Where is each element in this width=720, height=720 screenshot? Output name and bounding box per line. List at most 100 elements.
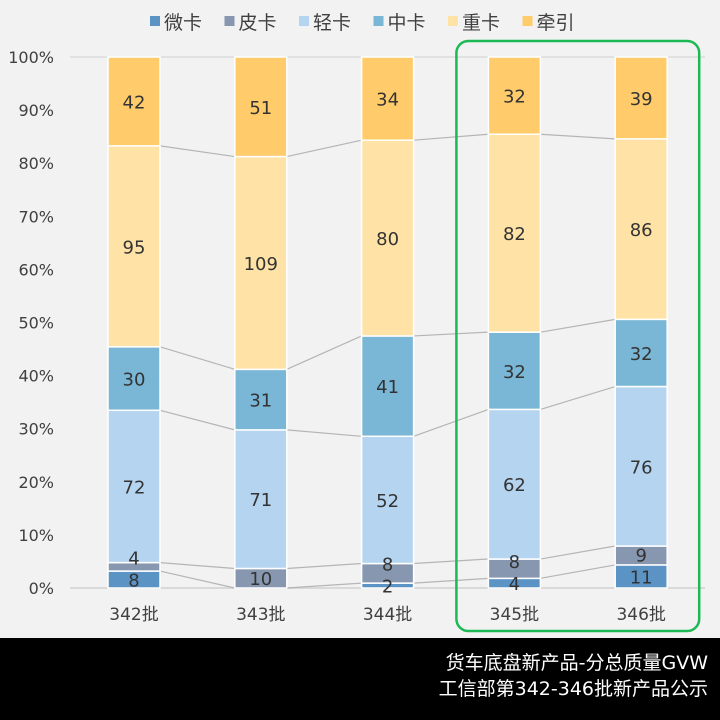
data-label: 31 [249,391,272,412]
bar-segment-重卡-342批 [107,145,161,348]
bar-segment-轻卡-343批 [234,429,288,570]
series-line-重卡 [413,133,489,141]
legend-swatch-中卡 [373,16,384,26]
legend-label: 微卡 [164,12,202,34]
stacked-bar-chart: 0%10%20%30%40%50%60%70%80%90%100%8472309… [8,12,705,633]
bar-segment-重卡-346批 [614,138,668,321]
data-label: 76 [630,457,653,478]
data-label: 2 [382,577,393,598]
bar-segment-重卡-343批 [234,155,288,371]
series-line-微卡 [413,577,489,584]
bar-segment-轻卡-342批 [107,409,161,564]
data-label: 8 [509,552,520,573]
legend-swatch-微卡 [150,16,160,26]
legend-label: 牵引 [537,12,575,34]
y-tick-label: 0% [29,579,54,598]
y-tick-label: 100% [8,48,54,67]
bar-segment-牵引-344批 [360,56,415,141]
y-tick-label: 30% [18,420,54,439]
bar-segment-轻卡-344批 [360,435,415,565]
bar-segment-重卡-344批 [360,139,415,337]
y-tick-label: 40% [18,367,54,386]
data-label: 82 [503,224,526,245]
series-line-重卡 [286,139,362,158]
legend-swatch-皮卡 [224,16,235,26]
bar-segment-轻卡-345批 [487,408,542,560]
bar-segment-中卡-343批 [234,368,288,431]
bar-segment-轻卡-346批 [614,385,668,547]
x-tick-label: 342批 [109,605,158,625]
y-tick-label: 20% [18,473,54,492]
bar-segment-中卡-346批 [614,318,668,388]
y-tick-label: 90% [18,101,54,120]
series-line-中卡 [540,318,616,333]
footer: 货车底盘新产品-分总质量GVW 工信部第342-346批新产品公示 [0,638,720,720]
data-label: 62 [503,475,526,496]
data-label: 95 [123,237,146,258]
data-label: 52 [376,491,399,512]
data-label: 10 [249,569,272,590]
footer-subtitle: 工信部第342-346批新产品公示 [438,678,708,700]
legend-label: 重卡 [462,12,500,34]
x-tick-label: 343批 [236,605,285,625]
data-label: 11 [630,567,653,588]
series-line-中卡 [159,346,235,370]
data-label: 4 [128,549,139,570]
series-line-皮卡 [413,558,489,565]
bar-segment-重卡-345批 [487,133,542,333]
bar-segment-牵引-342批 [107,56,161,147]
series-line-皮卡 [286,562,362,570]
bar-segment-牵引-346批 [614,56,668,140]
series-line-中卡 [286,335,362,370]
y-tick-label: 60% [18,260,54,279]
data-label: 109 [244,254,278,275]
bar-segment-中卡-342批 [107,346,161,412]
x-tick-label: 345批 [490,605,539,625]
series-line-轻卡 [540,385,616,410]
data-label: 39 [630,89,653,110]
series-line-微卡 [159,570,235,589]
bar-segment-中卡-345批 [487,331,542,411]
data-label: 51 [249,98,272,119]
x-tick-label: 346批 [616,605,665,625]
data-label: 8 [128,571,139,592]
series-line-轻卡 [286,429,362,437]
series-line-重卡 [159,145,235,158]
bar-segment-牵引-343批 [234,56,288,158]
y-tick-label: 70% [18,207,54,226]
data-label: 32 [503,362,526,383]
data-label: 34 [376,90,399,111]
series-line-皮卡 [159,562,235,570]
data-label: 8 [382,555,393,576]
series-line-皮卡 [540,545,616,560]
data-label: 4 [509,574,520,595]
series-line-重卡 [540,133,616,140]
legend-label: 轻卡 [313,12,351,34]
series-line-微卡 [540,564,616,579]
series-line-中卡 [413,331,489,337]
legend-swatch-轻卡 [299,16,309,26]
data-label: 71 [249,490,272,511]
series-line-微卡 [286,582,362,589]
footer-title: 货车底盘新产品-分总质量GVW [445,652,708,674]
legend-swatch-重卡 [448,16,458,26]
legend-label: 中卡 [388,12,426,34]
y-tick-label: 10% [18,526,54,545]
data-label: 32 [503,87,526,108]
legend-label: 皮卡 [239,12,277,34]
series-line-轻卡 [413,408,489,437]
y-tick-label: 50% [18,314,54,333]
series-line-轻卡 [159,409,235,431]
data-label: 42 [123,92,146,113]
data-label: 80 [376,229,399,250]
bar-segment-牵引-345批 [487,56,542,135]
data-label: 32 [630,344,653,365]
legend-swatch-牵引 [522,16,533,26]
y-tick-label: 80% [18,154,54,173]
data-label: 9 [635,545,646,566]
data-label: 41 [376,377,399,398]
data-label: 30 [123,370,146,391]
data-label: 72 [123,477,146,498]
data-label: 86 [630,220,653,241]
x-tick-label: 344批 [363,605,412,625]
